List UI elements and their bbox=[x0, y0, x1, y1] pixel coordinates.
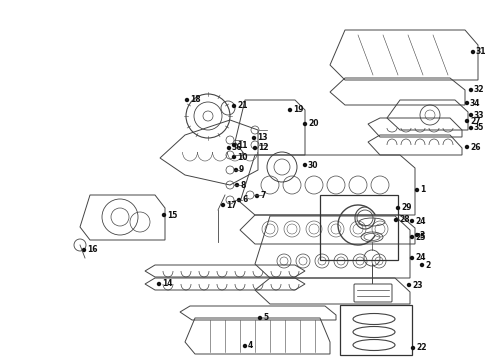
Text: 6: 6 bbox=[242, 195, 247, 204]
Text: 29: 29 bbox=[401, 203, 412, 212]
Text: 35: 35 bbox=[474, 123, 485, 132]
Text: 17: 17 bbox=[226, 201, 237, 210]
Circle shape bbox=[289, 108, 292, 112]
Circle shape bbox=[232, 156, 236, 158]
Text: 14: 14 bbox=[162, 279, 172, 288]
Circle shape bbox=[469, 126, 472, 130]
Text: 5: 5 bbox=[263, 314, 268, 323]
Circle shape bbox=[232, 104, 236, 108]
Circle shape bbox=[466, 145, 468, 148]
Text: 27: 27 bbox=[470, 117, 481, 126]
Text: 18: 18 bbox=[190, 95, 200, 104]
Text: 31: 31 bbox=[476, 48, 487, 57]
Circle shape bbox=[411, 256, 414, 260]
Circle shape bbox=[416, 189, 418, 192]
Bar bbox=[340, 305, 412, 355]
Circle shape bbox=[252, 136, 255, 139]
Circle shape bbox=[466, 102, 468, 104]
Text: 24: 24 bbox=[415, 253, 425, 262]
Circle shape bbox=[232, 144, 236, 147]
Circle shape bbox=[227, 147, 230, 149]
Circle shape bbox=[394, 219, 397, 221]
Text: 19: 19 bbox=[293, 105, 303, 114]
Text: 28: 28 bbox=[399, 216, 410, 225]
Text: 32: 32 bbox=[474, 85, 485, 94]
Circle shape bbox=[396, 207, 399, 210]
Circle shape bbox=[411, 235, 414, 238]
Text: 23: 23 bbox=[412, 280, 422, 289]
Circle shape bbox=[303, 163, 307, 166]
Circle shape bbox=[221, 203, 224, 207]
Text: 25: 25 bbox=[415, 233, 425, 242]
Circle shape bbox=[408, 284, 411, 287]
Circle shape bbox=[238, 198, 241, 202]
Circle shape bbox=[157, 283, 161, 285]
Text: 8: 8 bbox=[240, 180, 245, 189]
Text: 15: 15 bbox=[167, 211, 177, 220]
Circle shape bbox=[411, 220, 414, 222]
Circle shape bbox=[255, 194, 259, 198]
Text: 10: 10 bbox=[237, 153, 247, 162]
Circle shape bbox=[82, 248, 85, 252]
Text: 1: 1 bbox=[420, 185, 425, 194]
Text: 3: 3 bbox=[420, 230, 425, 239]
Circle shape bbox=[186, 99, 189, 102]
Circle shape bbox=[412, 346, 415, 350]
Text: 2: 2 bbox=[425, 261, 430, 270]
Text: 24: 24 bbox=[415, 216, 425, 225]
Circle shape bbox=[416, 234, 418, 237]
Bar bbox=[320, 195, 398, 260]
Circle shape bbox=[466, 120, 468, 122]
Text: 16: 16 bbox=[87, 246, 98, 255]
Text: 26: 26 bbox=[470, 143, 481, 152]
Text: 12: 12 bbox=[258, 144, 269, 153]
Text: 22: 22 bbox=[416, 343, 426, 352]
Text: 9: 9 bbox=[239, 166, 244, 175]
Circle shape bbox=[253, 147, 256, 149]
Circle shape bbox=[259, 316, 262, 320]
Circle shape bbox=[236, 184, 239, 186]
Text: 11: 11 bbox=[237, 140, 247, 149]
Circle shape bbox=[235, 168, 238, 171]
Text: 4: 4 bbox=[248, 342, 253, 351]
Text: 20: 20 bbox=[308, 120, 318, 129]
Circle shape bbox=[303, 122, 307, 126]
Circle shape bbox=[420, 264, 423, 266]
Circle shape bbox=[471, 50, 474, 54]
Circle shape bbox=[469, 113, 472, 117]
Text: 21: 21 bbox=[237, 102, 247, 111]
Circle shape bbox=[469, 89, 472, 91]
Text: 7: 7 bbox=[260, 192, 266, 201]
Text: 33: 33 bbox=[474, 111, 485, 120]
Text: 36: 36 bbox=[232, 144, 243, 153]
Text: 34: 34 bbox=[470, 99, 481, 108]
Circle shape bbox=[244, 345, 246, 347]
Text: 13: 13 bbox=[257, 134, 268, 143]
Text: 30: 30 bbox=[308, 161, 318, 170]
Circle shape bbox=[163, 213, 166, 216]
